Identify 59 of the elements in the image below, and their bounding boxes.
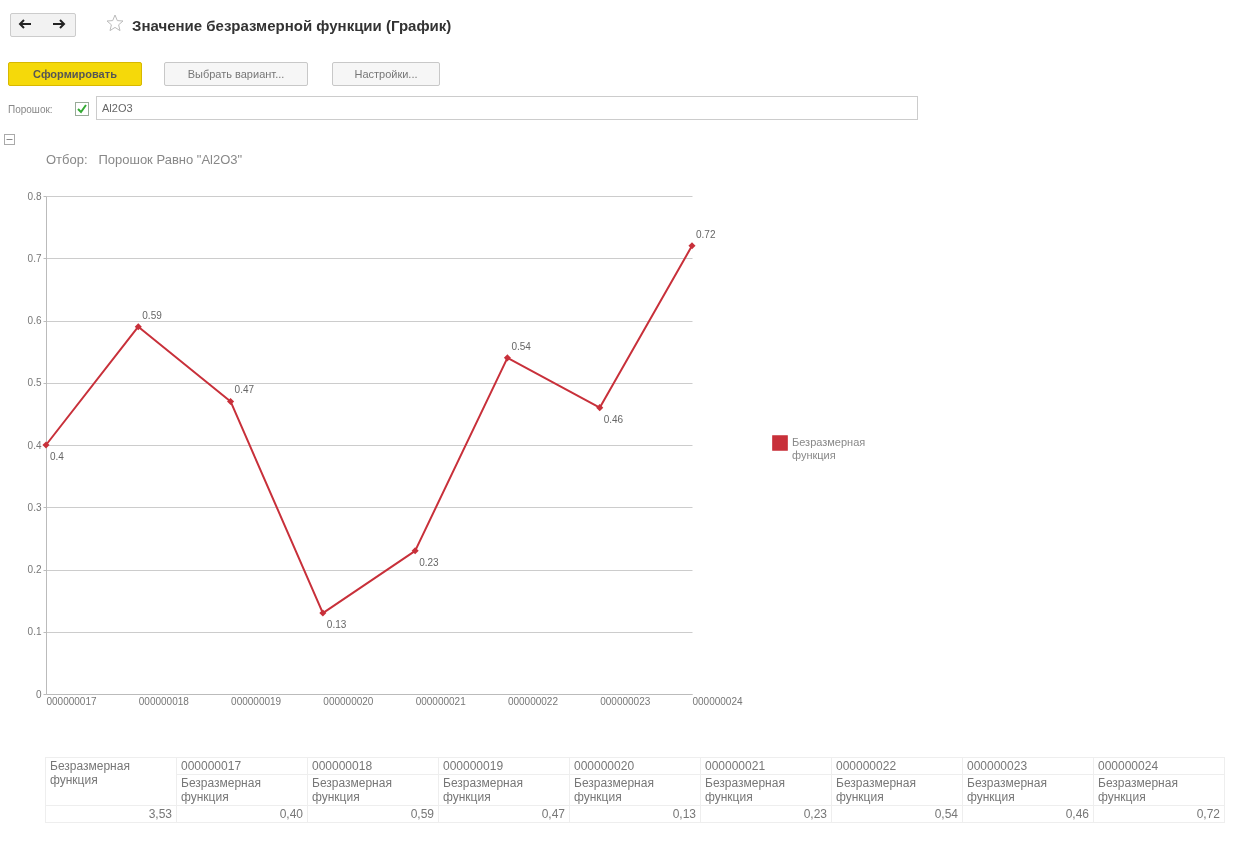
y-tick-label: 0.7	[27, 252, 42, 264]
x-tick-label: 000000023	[600, 695, 651, 707]
category-label: 000000018	[312, 759, 373, 773]
data-label: 0.13	[326, 619, 347, 631]
text: 3,53	[45, 805, 177, 823]
text: Порошок:	[8, 104, 53, 115]
text: Безразмерная функция	[836, 776, 916, 804]
text: Сформировать	[8, 62, 142, 86]
chart-subtitle: Отбор: Порошок Равно "Al2O3"	[46, 152, 243, 167]
y-tick-label: 0.6	[27, 315, 42, 326]
text: Настройки...	[332, 62, 440, 86]
x-tick-label: 000000018	[138, 695, 190, 707]
y-tick-label: 0.4	[27, 439, 42, 451]
x-tick-label: 000000020	[323, 695, 374, 707]
chart-title: Значение безразмерной функции (График)	[132, 17, 452, 34]
text: 0,47	[438, 805, 570, 823]
text: 0,23	[700, 805, 832, 823]
category-label: 000000020	[574, 759, 635, 773]
text: Безразмерная функция	[1098, 776, 1178, 804]
text: 0,72	[1093, 805, 1225, 823]
data-label: 0.46	[603, 413, 624, 425]
text: Безразмерная функция	[181, 776, 261, 804]
data-label: 0.59	[142, 309, 163, 321]
category-label: 000000017	[181, 759, 242, 773]
category-label: 000000022	[836, 759, 897, 773]
y-tick-label: 0.2	[27, 564, 42, 575]
text: 0,54	[831, 805, 963, 823]
x-tick-label: 000000019	[231, 695, 282, 707]
text: Безразмерная функция	[443, 776, 523, 804]
data-label: 0.23	[419, 556, 440, 568]
data-label: 0.54	[511, 340, 532, 352]
category-label: 000000019	[443, 759, 504, 773]
data-label: 0.47	[234, 384, 255, 396]
legend-label: Безразмерная функция	[792, 436, 866, 461]
y-tick-label: 0	[35, 688, 42, 700]
text: Выбрать вариант...	[164, 62, 308, 86]
category-label: 000000023	[967, 759, 1028, 773]
data-label: 0.4	[50, 451, 65, 462]
text: 0,46	[962, 805, 1094, 823]
y-tick-label: 0.1	[27, 626, 42, 638]
x-tick-label: 000000022	[507, 695, 559, 707]
text: Безразмерная функция	[312, 776, 392, 804]
x-tick-label: 000000021	[415, 695, 467, 707]
category-label: 000000024	[1098, 759, 1159, 773]
x-tick-label: 000000024	[692, 695, 743, 707]
category-label: 000000021	[705, 759, 766, 773]
text: 0,59	[307, 805, 439, 823]
text: Безразмерная функция	[50, 759, 130, 787]
text: 0,40	[176, 805, 308, 823]
y-tick-label: 0.3	[27, 501, 42, 513]
y-tick-label: 0.5	[27, 377, 42, 389]
x-tick-label: 000000017	[46, 695, 97, 707]
text: Al2O3	[102, 102, 133, 114]
text: Безразмерная функция	[705, 776, 785, 804]
y-tick-label: 0.8	[27, 190, 42, 202]
text: 0,13	[569, 805, 701, 823]
text: Безразмерная функция	[574, 776, 654, 804]
data-label: 0.72	[696, 228, 716, 240]
text: Безразмерная функция	[967, 776, 1047, 804]
